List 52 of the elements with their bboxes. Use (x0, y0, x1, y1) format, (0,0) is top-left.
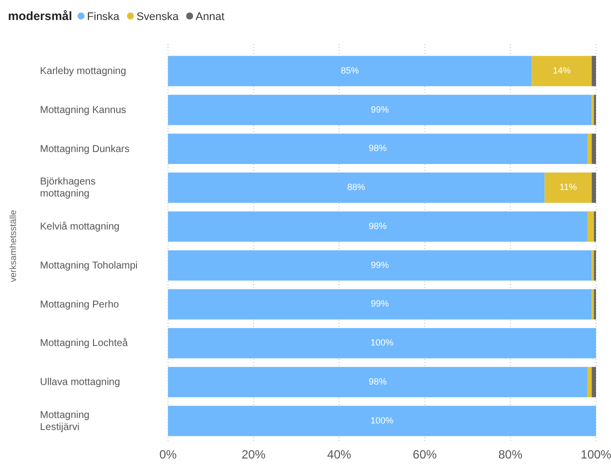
data-label: 88% (347, 182, 366, 192)
bar (168, 134, 588, 164)
x-tick-label: 80% (498, 448, 523, 462)
bar (168, 406, 596, 436)
bar (168, 328, 596, 358)
legend-label: Finska (87, 11, 120, 23)
bar (168, 211, 588, 242)
legend-title: modersmål (8, 9, 72, 23)
data-label: 99% (370, 298, 389, 309)
y-tick-label: Ullava mottagning (40, 376, 120, 388)
bar (168, 94, 592, 126)
y-tick-label: Mottagning Perho (40, 298, 120, 310)
bar (592, 56, 596, 86)
data-label: 11% (560, 182, 577, 192)
x-tick-label: 0% (159, 448, 177, 462)
bar (592, 366, 596, 398)
y-tick-label: Mottagning Toholampi (40, 260, 138, 272)
bar (168, 250, 592, 281)
bar (592, 134, 596, 164)
data-label: 14% (552, 65, 571, 76)
bar (168, 366, 588, 398)
x-tick-label: 100% (580, 448, 611, 462)
x-tick-label: 40% (327, 448, 352, 462)
data-label: 98% (368, 220, 387, 231)
y-tick-label: Mottagning Lestijärvi (40, 410, 90, 433)
data-label: 98% (368, 143, 387, 154)
bar (168, 172, 545, 203)
y-tick-label: Karleby mottagning (40, 66, 126, 77)
x-tick-label: 60% (412, 448, 438, 462)
x-tick-label: 20% (242, 448, 266, 462)
y-tick-label: Mottagning Kannus (40, 104, 126, 116)
data-label: 98% (368, 376, 387, 386)
data-label: 99% (370, 104, 389, 114)
bar (592, 172, 596, 203)
data-label: 99% (370, 260, 389, 270)
bar (587, 134, 592, 164)
bar (168, 56, 532, 86)
bar (168, 289, 592, 320)
data-label: 85% (340, 65, 359, 76)
legend-label: Svenska (136, 11, 180, 23)
data-label: 100% (370, 415, 394, 426)
y-tick-label: Kelviå mottagning (40, 220, 120, 232)
y-tick-label: Björkhagens mottagning (40, 176, 96, 200)
data-label: 100% (370, 338, 394, 348)
legend-label: Annat (196, 11, 224, 23)
bar (544, 172, 592, 203)
bar (587, 211, 594, 242)
y-axis-title: verksamhetsställe (8, 210, 18, 282)
y-tick-label: Mottagning Lochteå (40, 336, 128, 349)
y-tick-label: Mottagning Dunkars (40, 143, 130, 154)
bar (587, 366, 592, 398)
bar (532, 56, 592, 86)
